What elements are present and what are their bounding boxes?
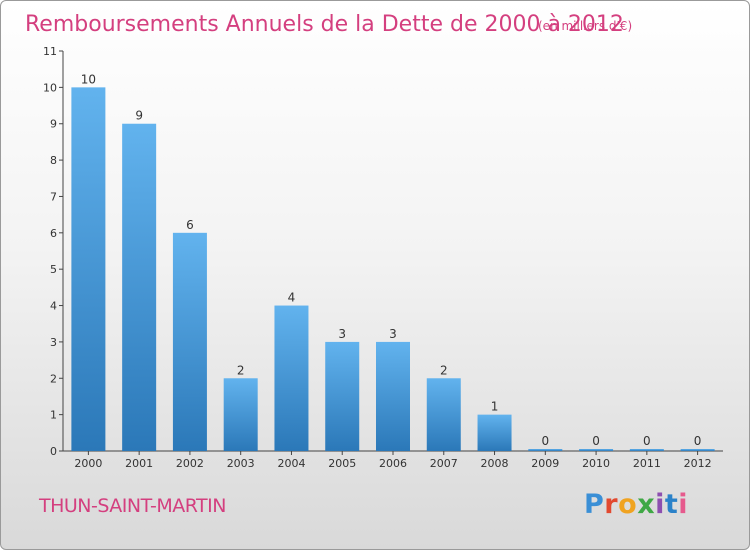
y-tick-label: 2 [50, 372, 57, 385]
y-tick-label: 10 [43, 81, 57, 94]
y-tick-label: 5 [50, 263, 57, 276]
bar-value-label: 2 [237, 363, 245, 377]
x-tick-label: 2007 [430, 457, 458, 470]
bar-value-label: 10 [81, 72, 96, 86]
proxiti-logo: Proxiti [584, 489, 688, 520]
x-tick-label: 2001 [125, 457, 153, 470]
bar [629, 449, 664, 451]
y-tick-label: 8 [50, 154, 57, 167]
logo-letter: o [618, 489, 638, 520]
bar [122, 123, 157, 452]
bar-value-label: 0 [643, 434, 651, 448]
chart-unit: (en milliers d'€) [538, 19, 632, 33]
logo-letter: r [604, 489, 619, 520]
y-tick-label: 6 [50, 227, 57, 240]
x-tick-label: 2008 [481, 457, 509, 470]
bar-value-label: 2 [440, 363, 448, 377]
bar [223, 378, 258, 451]
x-tick-label: 2011 [633, 457, 661, 470]
x-tick-label: 2005 [328, 457, 356, 470]
bar-value-label: 0 [694, 434, 702, 448]
x-tick-label: 2006 [379, 457, 407, 470]
bar [274, 305, 309, 451]
commune-name: THUN-SAINT-MARTIN [39, 495, 226, 517]
logo-letter: P [584, 489, 605, 520]
chart-title: Remboursements Annuels de la Dette de 20… [25, 12, 624, 37]
x-tick-label: 2003 [227, 457, 255, 470]
x-tick-label: 2000 [74, 457, 102, 470]
y-tick-label: 7 [50, 190, 57, 203]
bar-value-label: 9 [135, 109, 143, 123]
logo-letter: i [655, 489, 665, 520]
bar [528, 449, 563, 451]
bar [426, 378, 461, 451]
x-tick-label: 2010 [582, 457, 610, 470]
bar-value-label: 3 [338, 327, 346, 341]
bar-value-label: 1 [491, 400, 499, 414]
bar-value-label: 3 [389, 327, 397, 341]
y-tick-label: 1 [50, 409, 57, 422]
bar [172, 232, 207, 451]
y-tick-label: 3 [50, 336, 57, 349]
bar-value-label: 6 [186, 218, 194, 232]
logo-letter: t [664, 489, 679, 520]
bar [71, 87, 106, 451]
y-tick-label: 0 [50, 445, 57, 458]
y-tick-label: 4 [50, 300, 57, 313]
logo-letter: i [678, 489, 689, 520]
x-tick-label: 2004 [277, 457, 305, 470]
y-tick-label: 11 [43, 45, 57, 58]
x-tick-label: 2009 [531, 457, 559, 470]
bar-value-label: 4 [288, 291, 296, 305]
bar [376, 341, 410, 451]
bar [579, 449, 614, 451]
bar [680, 449, 715, 451]
bar-value-label: 0 [541, 434, 549, 448]
bar [477, 414, 512, 451]
y-tick-label: 9 [50, 118, 57, 131]
x-tick-label: 2002 [176, 457, 204, 470]
bar-value-label: 0 [592, 434, 600, 448]
x-tick-label: 2012 [684, 457, 712, 470]
logo-letter: x [637, 489, 656, 520]
bar [325, 341, 360, 451]
